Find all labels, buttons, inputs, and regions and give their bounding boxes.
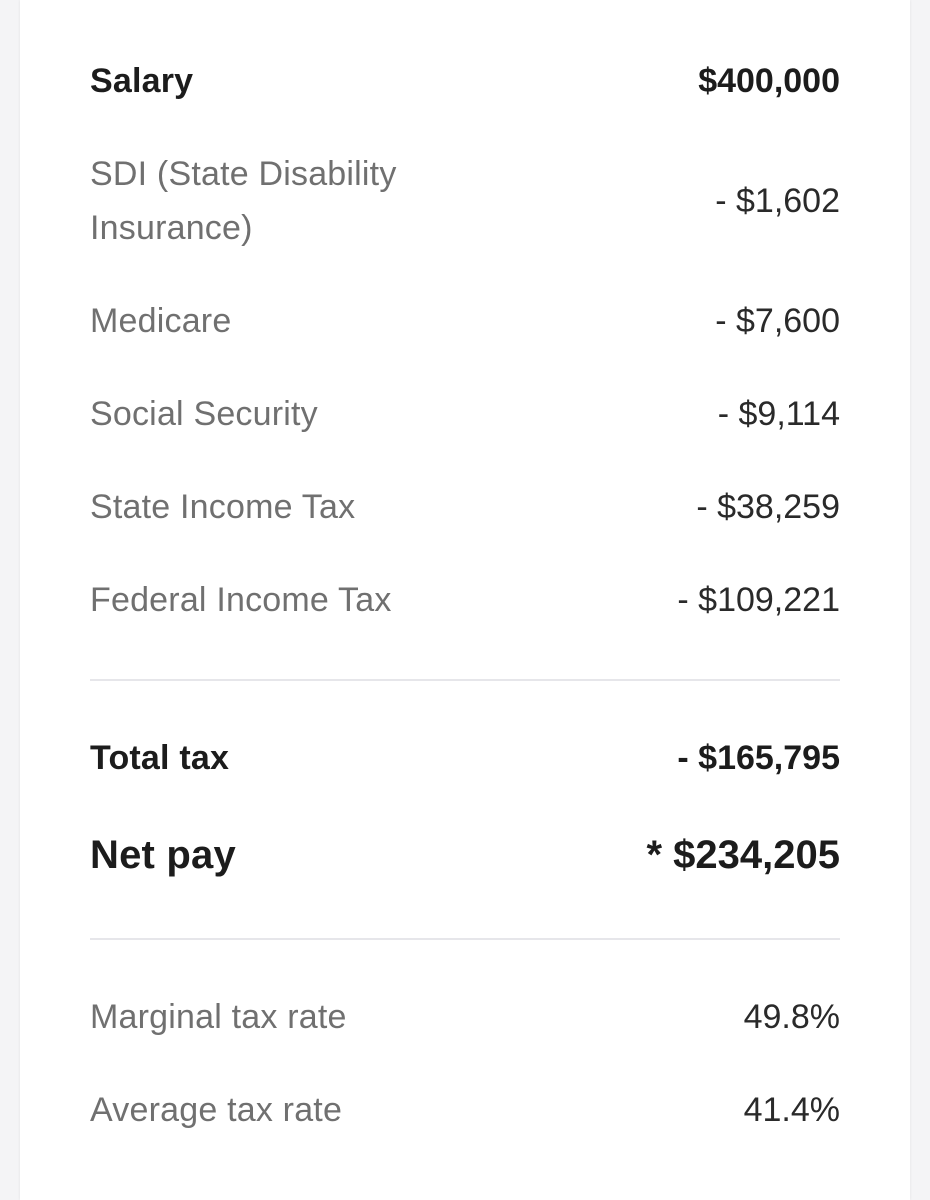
average-tax-rate-label: Average tax rate [90,1090,343,1129]
sdi-label: SDI (State Disability Insurance) [90,155,397,247]
medicare-row: Medicare - $7,600 [90,295,840,347]
medicare-value: - $7,600 [715,301,840,340]
state-income-tax-row: State Income Tax - $38,259 [90,481,840,533]
salary-value: $400,000 [698,61,840,100]
salary-row: Salary $400,000 [90,55,840,107]
federal-income-tax-value: - $109,221 [677,580,840,619]
average-tax-rate-value: 41.4% [743,1090,840,1129]
state-income-tax-value: - $38,259 [696,487,840,526]
salary-label: Salary [90,61,194,100]
tax-summary-card: Salary $400,000 SDI (State Disability In… [20,0,910,1200]
marginal-tax-rate-value: 49.8% [743,997,840,1036]
divider [90,938,840,940]
average-tax-rate-row: Average tax rate 41.4% [90,1084,840,1136]
state-income-tax-label: State Income Tax [90,487,356,526]
federal-income-tax-label: Federal Income Tax [90,580,392,619]
federal-income-tax-row: Federal Income Tax - $109,221 [90,574,840,626]
social-security-value: - $9,114 [717,394,840,433]
divider [90,679,840,681]
social-security-row: Social Security - $9,114 [90,388,840,440]
sdi-value: - $1,602 [715,181,840,220]
net-pay-row: Net pay * $234,205 [90,826,840,884]
total-tax-value: - $165,795 [677,738,840,777]
total-tax-row: Total tax - $165,795 [90,732,840,784]
net-pay-value: * $234,205 [646,832,840,877]
social-security-label: Social Security [90,394,318,433]
marginal-tax-rate-label: Marginal tax rate [90,997,347,1036]
medicare-label: Medicare [90,301,232,340]
total-tax-label: Total tax [90,738,230,777]
net-pay-label: Net pay [90,832,236,877]
marginal-tax-rate-row: Marginal tax rate 49.8% [90,991,840,1043]
sdi-row: SDI (State Disability Insurance) - $1,60… [90,147,840,255]
